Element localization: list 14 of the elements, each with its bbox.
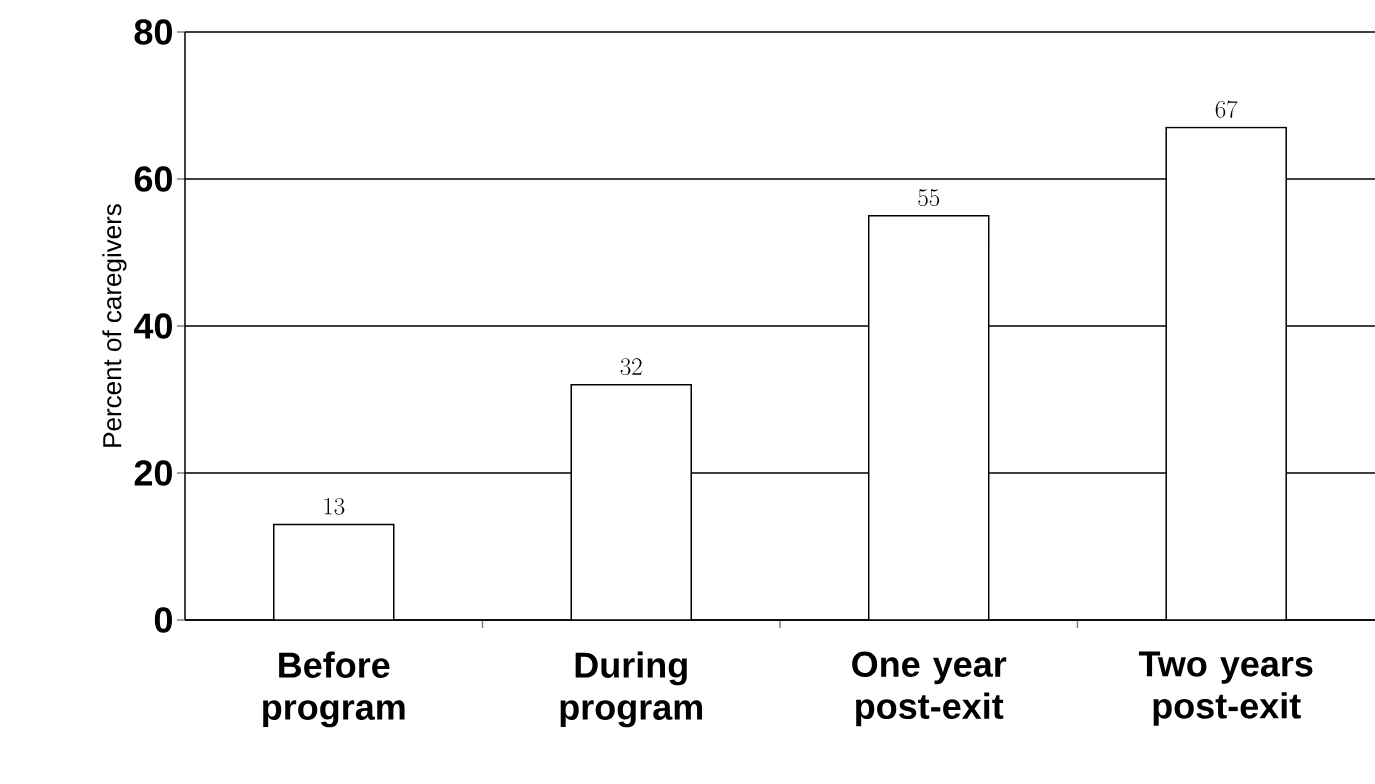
data-label: 67 bbox=[1215, 100, 1238, 118]
data-label: 55 bbox=[918, 189, 940, 207]
data-label: 13 bbox=[324, 497, 345, 515]
x-tick-label: During program bbox=[560, 651, 702, 728]
y-tick-label: 0 bbox=[154, 607, 172, 633]
y-tick-label: 80 bbox=[134, 19, 172, 45]
y-axis-title: Percent of caregivers bbox=[102, 204, 127, 447]
x-tick-label: One year post-exit bbox=[852, 651, 1007, 727]
data-label: 32 bbox=[620, 358, 642, 376]
y-tick-label: 60 bbox=[134, 166, 172, 192]
x-tick-label: Two years post-exit bbox=[1138, 651, 1313, 726]
y-tick-label: 20 bbox=[134, 460, 172, 486]
x-tick-label: Before program bbox=[263, 651, 405, 728]
y-tick-label: 40 bbox=[133, 313, 172, 339]
